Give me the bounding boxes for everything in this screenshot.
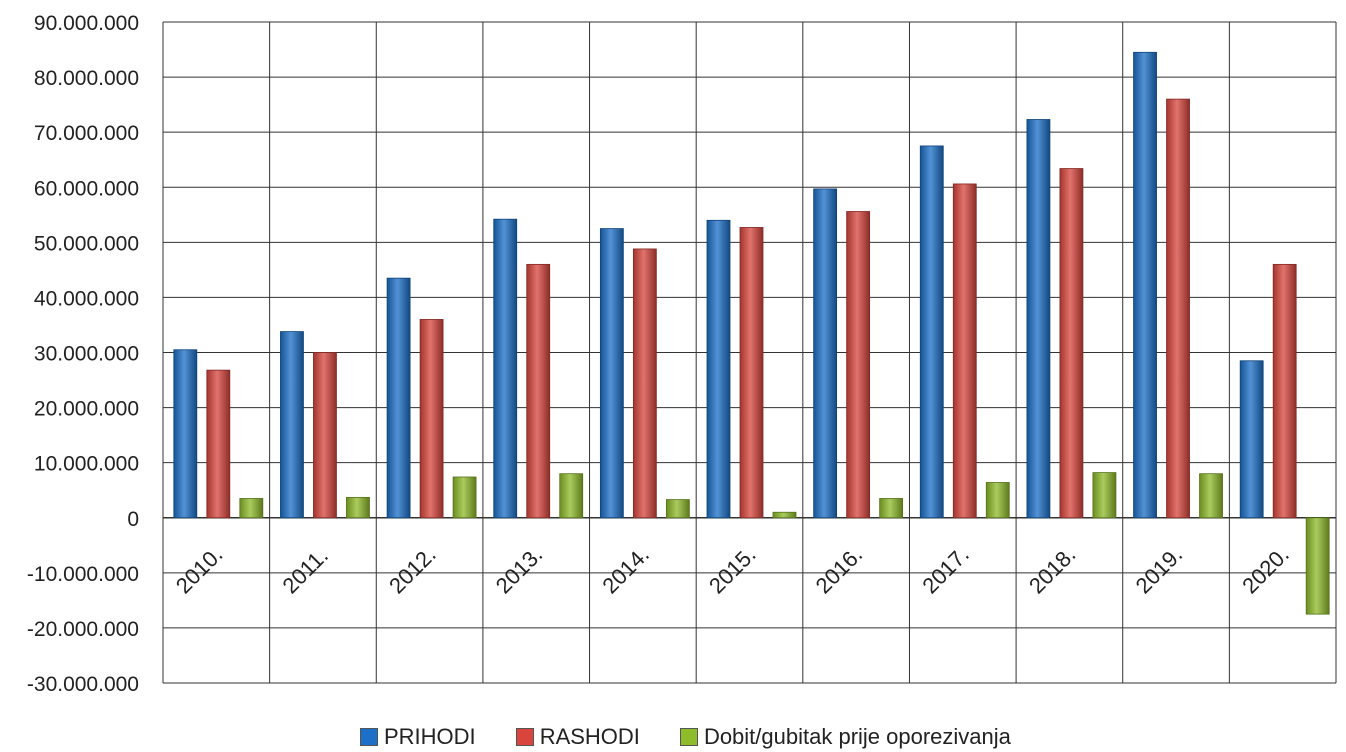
legend-item-dobit: Dobit/gubitak prije oporezivanja — [679, 724, 1011, 750]
y-tick-label: 30.000.000 — [34, 343, 139, 366]
y-tick-label: 50.000.000 — [34, 232, 139, 255]
x-tick-label: 2018. — [1024, 542, 1081, 599]
bar-rashodi-2016 — [846, 211, 871, 519]
y-tick-label: 80.000.000 — [34, 67, 139, 90]
bar-prihodi-2013 — [493, 218, 518, 519]
x-tick-label: 2010. — [171, 542, 228, 599]
bar-dobit-gubitak-prije-oporezivanja-2011 — [346, 496, 370, 519]
bar-prihodi-2017 — [919, 145, 944, 519]
bar-dobit-gubitak-prije-oporezivanja-2016 — [879, 498, 904, 519]
bar-rashodi-2017 — [952, 183, 977, 519]
bar-prihodi-2019 — [1133, 51, 1157, 519]
x-tick-label: 2013. — [491, 542, 548, 599]
legend-swatch-dobit — [679, 728, 698, 746]
bar-prihodi-2012 — [386, 277, 411, 519]
legend-swatch-prihodi — [360, 728, 378, 746]
bar-dobit-gubitak-prije-oporezivanja-2010 — [239, 498, 264, 519]
x-tick-label: 2012. — [384, 542, 441, 599]
bar-dobit-gubitak-prije-oporezivanja-2017 — [985, 482, 1010, 519]
x-tick-label: 2011. — [277, 543, 332, 598]
x-tick-label: 2017. — [917, 542, 974, 599]
legend-label-rashodi: RASHODI — [539, 724, 640, 749]
bar-dobit-gubitak-prije-oporezivanja-2014 — [665, 499, 690, 519]
bar-dobit-gubitak-prije-oporezivanja-2013 — [559, 473, 584, 519]
bar-rashodi-2015 — [739, 227, 764, 519]
y-tick-label: -10.000.000 — [27, 563, 139, 586]
bar-prihodi-2016 — [813, 188, 838, 519]
legend: PRIHODI RASHODI Dobit/gubitak prije opor… — [360, 724, 1011, 750]
legend-swatch-rashodi — [515, 728, 534, 746]
chart-svg: 90.000.000 80.000.000 70.000.000 60.000.000… — [27, 12, 1337, 696]
y-tick-label: 90.000.000 — [34, 12, 139, 35]
bar-rashodi-2019 — [1166, 98, 1190, 519]
y-tick-label: -20.000.000 — [27, 618, 139, 641]
bar-prihodi-2014 — [599, 228, 624, 519]
bar-prihodi-2018 — [1026, 119, 1051, 519]
x-tick-label: 2014. — [597, 542, 654, 599]
bar-rashodi-2012 — [419, 319, 444, 519]
bar-rashodi-2011 — [313, 352, 337, 519]
legend-item-rashodi: RASHODI — [515, 724, 640, 750]
y-tick-label: 60.000.000 — [34, 177, 139, 200]
bar-prihodi-2020 — [1239, 360, 1264, 519]
y-tick-label: -30.000.000 — [27, 673, 139, 696]
bar-dobit-gubitak-prije-oporezivanja-2020 — [1305, 517, 1330, 615]
x-tick-label: 2016. — [811, 542, 868, 599]
bar-prihodi-2010 — [173, 349, 198, 519]
bar-dobit-gubitak-prije-oporezivanja-2018 — [1092, 472, 1117, 519]
x-tick-label: 2015. — [704, 542, 761, 599]
bar-rashodi-2020 — [1272, 263, 1297, 519]
y-tick-label: 20.000.000 — [34, 398, 139, 421]
bar-rashodi-2013 — [526, 263, 551, 519]
legend-label-dobit: Dobit/gubitak prije oporezivanja — [703, 724, 1011, 749]
y-tick-label: 40.000.000 — [34, 287, 139, 310]
legend-label-prihodi: PRIHODI — [384, 724, 476, 749]
bar-rashodi-2014 — [632, 248, 657, 519]
bar-rashodi-2018 — [1059, 168, 1084, 519]
x-tick-label: 2020. — [1237, 542, 1294, 599]
y-tick-label: 0 — [127, 508, 139, 531]
bar-dobit-gubitak-prije-oporezivanja-2015 — [772, 511, 797, 519]
x-tick-label: 2019. — [1131, 542, 1188, 599]
bar-prihodi-2011 — [280, 331, 304, 519]
bar-dobit-gubitak-prije-oporezivanja-2019 — [1199, 473, 1223, 519]
y-tick-label: 10.000.000 — [34, 453, 139, 476]
bar-prihodi-2015 — [706, 219, 731, 519]
legend-item-prihodi: PRIHODI — [360, 724, 476, 750]
bar-rashodi-2010 — [206, 369, 231, 519]
bar-dobit-gubitak-prije-oporezivanja-2012 — [452, 476, 477, 519]
y-tick-label: 70.000.000 — [34, 122, 139, 145]
